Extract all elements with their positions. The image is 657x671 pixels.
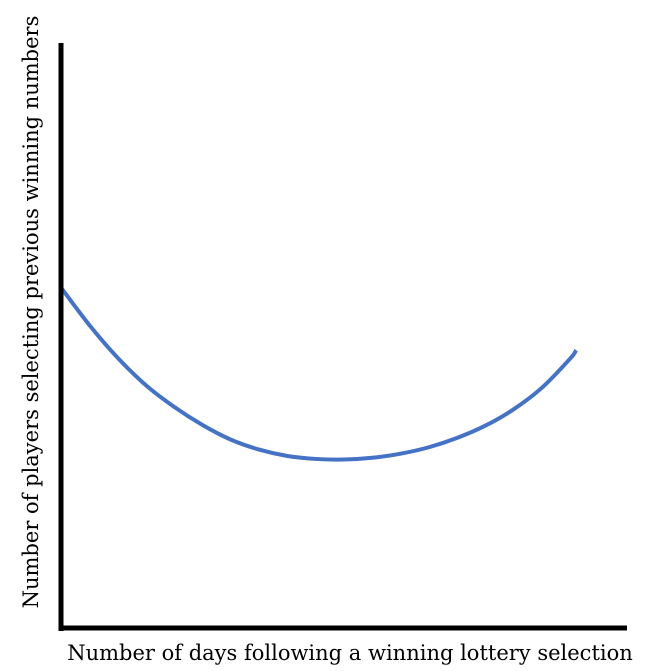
series-line-1 (59, 286, 578, 462)
y-axis-label: Number of players selecting previous win… (19, 16, 43, 609)
series-layer (59, 286, 578, 462)
x-axis-label: Number of days following a winning lotte… (67, 641, 633, 665)
